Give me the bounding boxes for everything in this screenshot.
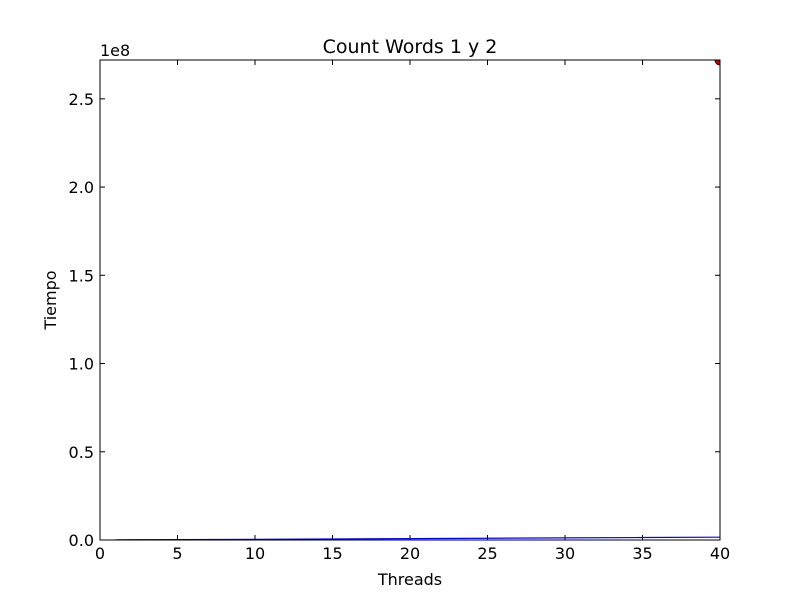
series-group [115, 60, 720, 540]
y-tick-label: 1.0 [69, 355, 94, 374]
y-tick-label: 1.5 [69, 266, 94, 285]
y-tick-label: 2.5 [69, 90, 94, 109]
y-offset-label: 1e8 [100, 41, 130, 60]
x-tick-label: 35 [632, 544, 652, 563]
y-axis-label: Tiempo [41, 270, 60, 330]
series-line [115, 536, 720, 540]
x-tick-label: 40 [710, 544, 730, 563]
chart-title: Count Words 1 y 2 [323, 36, 498, 58]
x-tick-label: 5 [172, 544, 182, 563]
data-point-marker [714, 60, 720, 66]
y-tick-label: 0.5 [69, 443, 94, 462]
y-tick-label: 0.0 [69, 531, 94, 550]
x-tick-label: 20 [400, 544, 420, 563]
x-tick-label: 0 [95, 544, 105, 563]
x-tick-label: 25 [477, 544, 497, 563]
x-axis-label: Threads [377, 570, 442, 589]
plot-area: 0 5 10 15 20 25 30 35 40 0.0 0.5 1.0 1.5 2.0 2.5 [69, 59, 730, 563]
x-tick-label: 10 [245, 544, 265, 563]
y-tick-label: 2.0 [69, 178, 94, 197]
plot-frame [99, 59, 721, 541]
x-tick-label: 15 [322, 544, 342, 563]
x-tick-label: 30 [555, 544, 575, 563]
